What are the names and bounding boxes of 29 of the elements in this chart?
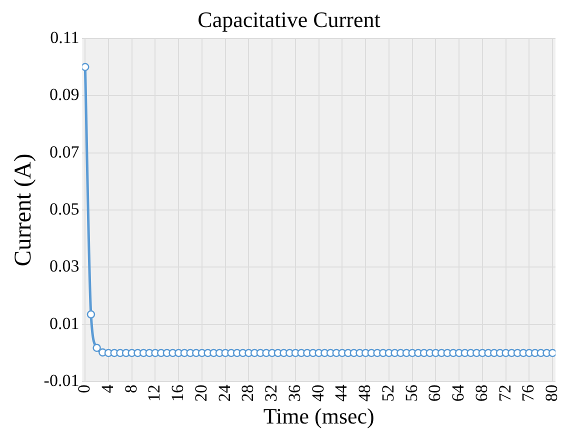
x-tick-label: 76	[518, 384, 538, 402]
x-tick-label: 20	[191, 384, 210, 402]
y-axis-title: Current (A)	[10, 154, 37, 266]
x-tick-label: 28	[238, 384, 258, 402]
x-tick-label: 72	[495, 384, 514, 402]
x-tick-label: 60	[425, 384, 444, 402]
x-tick-label: 16	[168, 384, 188, 402]
x-tick-label: 36	[284, 384, 304, 402]
x-tick-label: 52	[378, 384, 398, 402]
x-tick-label: 56	[402, 384, 421, 402]
y-tick-label: 0.01	[49, 314, 80, 333]
y-tick-label: 0.09	[49, 85, 80, 104]
x-tick-label: 40	[308, 384, 328, 402]
x-tick-label: 8	[121, 384, 140, 394]
x-tick-label: 64	[448, 384, 468, 402]
x-axis-title: Time (msec)	[263, 404, 374, 429]
chart-title: Capacitative Current	[198, 6, 380, 32]
x-tick-label: 80	[542, 384, 562, 402]
x-tick-label: 4	[98, 384, 117, 394]
x-tick-label: 44	[332, 384, 351, 402]
y-tick-label: 0.11	[50, 28, 80, 47]
y-tick-label: 0.03	[49, 256, 80, 276]
y-tick-label: 0.07	[49, 142, 80, 162]
x-tick-label: 24	[214, 384, 234, 402]
y-tick-label: 0.05	[49, 199, 80, 218]
x-tick-label: 32	[262, 384, 281, 402]
x-tick-label: 12	[144, 384, 164, 402]
x-tick-label: 68	[472, 384, 491, 402]
x-tick-label: 48	[355, 384, 374, 402]
